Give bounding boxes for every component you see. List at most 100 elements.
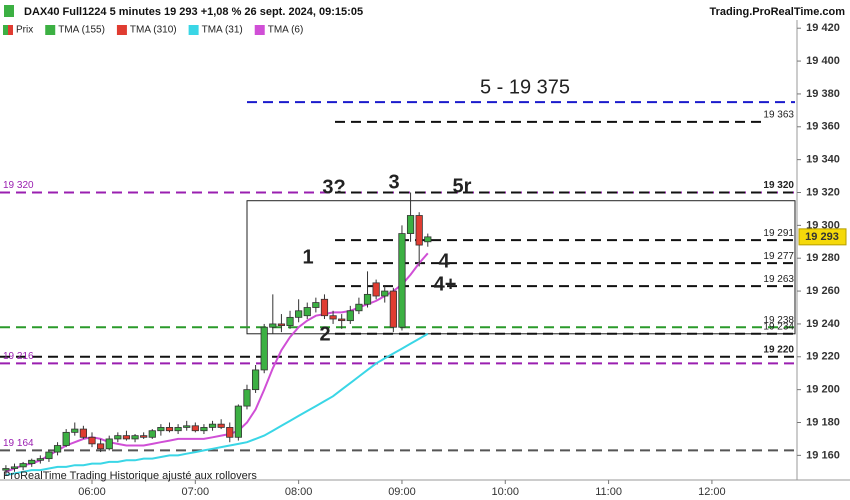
level-label: 19 277 [763,251,794,262]
candle-body [346,310,354,322]
level-label: 19 238 [763,315,794,326]
y-tick-label: 19 240 [806,318,840,330]
legend-label: Prix [16,25,33,36]
candle-body [398,233,406,328]
candle-body [363,293,372,305]
level-label: 19 320 [763,180,794,191]
level-label: 19 234 [763,321,794,332]
candle-body [88,436,96,445]
app-icon [4,5,14,17]
y-tick-label: 19 380 [806,88,840,100]
candle-body [165,427,174,432]
candle-body [191,425,199,432]
y-tick-label: 19 320 [806,186,840,198]
candle-body [424,236,432,243]
annotation: 5r [453,175,472,197]
legend-item: TMA (31) [188,25,243,36]
candle-body [208,423,217,428]
legend-swatch [116,25,127,35]
footer: ProRealTime Trading Historique ajusté au… [3,470,257,482]
legend-label: TMA (155) [58,25,105,36]
x-tick-label: 06:00 [78,486,106,498]
legend-swatch [254,25,265,35]
candle-body [406,215,415,234]
source: Trading.ProRealTime.com [709,6,845,18]
legend-swatch [8,25,13,35]
y-tick-label: 19 340 [806,154,840,166]
candle-body [234,405,242,438]
candle-body [122,435,131,440]
y-tick-label: 19 400 [806,55,840,67]
candle-body [28,459,36,464]
candle-body [260,326,268,371]
candle-body [277,323,286,326]
annotation: 3? [322,176,345,198]
legend-item: TMA (155) [45,25,105,36]
legend-swatch [45,25,56,35]
y-tick-label: 19 200 [806,384,840,396]
candle-body [389,290,397,328]
level-label: 19 216 [3,351,34,362]
legend-label: TMA (6) [268,25,304,36]
last-price-label: 19 293 [805,231,839,243]
candle-body [320,298,329,317]
level-label: 19 220 [763,344,794,355]
legend-swatch [188,25,199,35]
annotation: 4 [438,250,450,272]
x-tick-label: 12:00 [698,486,726,498]
level-label: 19 320 [3,180,34,191]
candle-body [355,303,363,312]
candle-body [10,466,19,469]
candle-body [131,435,139,440]
y-tick-label: 19 280 [806,252,840,264]
candle-body [71,428,79,433]
candle-body [114,435,122,440]
annotation: 1 [302,246,313,268]
candle-body [200,427,208,432]
annotation: 4+ [434,273,457,295]
y-tick-label: 19 360 [806,121,840,133]
candle-body [148,430,156,438]
legend-item: TMA (310) [116,25,177,36]
y-tick-label: 19 260 [806,285,840,297]
legend-item: Prix [3,25,33,36]
candle-body [226,427,234,438]
x-tick-label: 09:00 [388,486,416,498]
legend-label: TMA (310) [130,25,177,36]
y-tick-label: 19 300 [806,219,840,231]
candle-body [372,282,380,297]
x-tick-label: 07:00 [182,486,210,498]
candle-body [217,423,225,428]
candle-body [381,290,389,297]
candle-body [303,307,311,317]
candle-body [286,316,294,326]
candle-body [251,369,260,391]
y-tick-label: 19 220 [806,351,840,363]
legend-item: TMA (6) [254,25,304,36]
candle-body [105,438,113,450]
candle-body [2,468,10,471]
candle-body [157,427,165,432]
last-price-box [798,228,847,246]
candle-body [269,323,277,328]
candle-body [97,443,105,450]
annotation: 2 [319,323,330,345]
candle-body [36,458,44,461]
candle-body [312,302,320,308]
candle-body [338,318,346,322]
candle-body [45,451,53,460]
level-label: 19 263 [763,274,794,285]
tma-line [5,332,429,477]
candle-body [295,310,303,318]
level-label: 19 164 [3,438,34,449]
candle-body [62,431,70,446]
candle-body [183,425,191,428]
candle-body [19,463,27,468]
x-tick-label: 10:00 [492,486,520,498]
x-tick-label: 11:00 [595,486,622,498]
y-tick-label: 19 160 [806,449,840,461]
annotation: 5 - 19 375 [480,76,570,98]
